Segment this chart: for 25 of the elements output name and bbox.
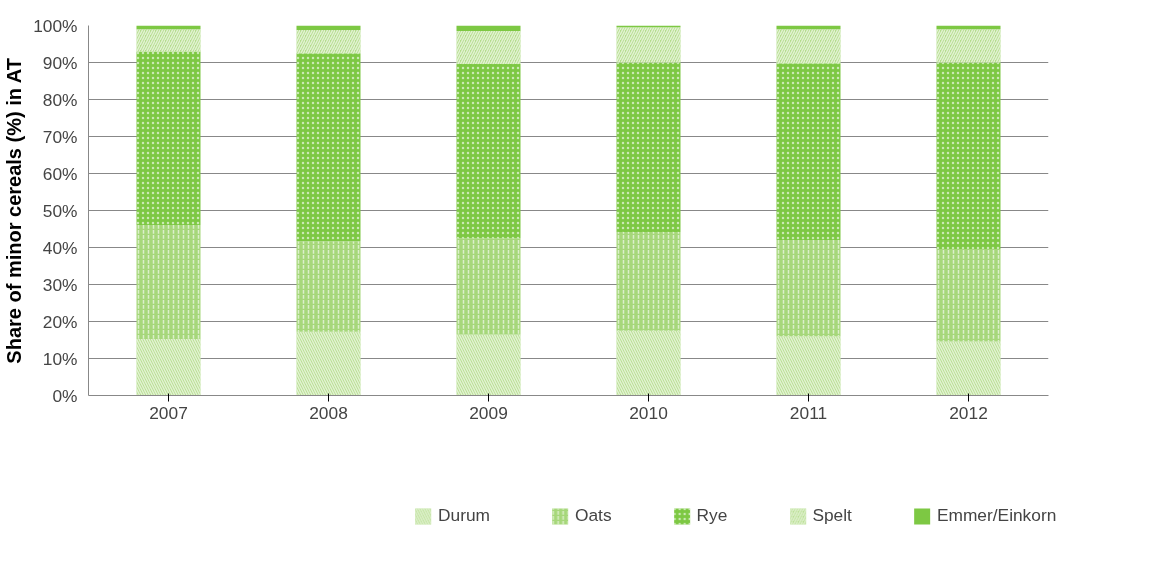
bar [296,25,361,30]
legend-label: Spelt [812,505,852,526]
x-tick-label: 2007 [149,402,188,423]
y-tick-label: 20% [42,311,78,332]
y-tick-label: 70% [42,126,78,147]
x-tick-label: 2008 [309,402,348,423]
bar [456,25,521,32]
y-tick-label: 60% [42,163,78,184]
legend-label: Oats [574,505,612,526]
y-tick-label: 90% [42,52,78,73]
x-tick-label: 2010 [629,402,668,423]
y-tick-label: 30% [42,274,78,295]
y-tick-label: 10% [42,348,78,369]
legend-label: Rye [696,505,728,526]
legend-label: Durum [437,505,490,526]
y-tick-label: 80% [42,89,78,110]
x-tick-label: 2009 [469,402,508,423]
y-tick-label: 50% [42,200,78,221]
y-axis-title: Share of minor cereals (%) in AT [3,58,26,364]
y-tick-label: 100% [33,15,78,36]
y-tick-label: 0% [52,385,78,406]
y-tick-label: 40% [42,237,78,258]
x-tick-label: 2011 [789,402,828,423]
x-tick-label: 2012 [949,402,988,423]
legend-label: Emmer/Einkorn [936,505,1057,526]
